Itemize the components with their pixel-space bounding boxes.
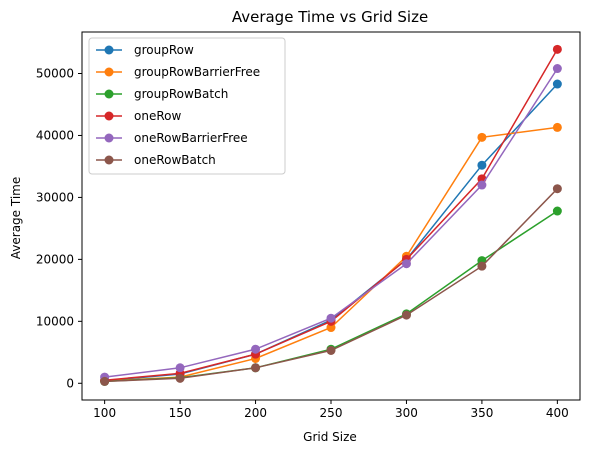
data-point [402,311,411,320]
legend-swatch-marker [105,90,114,99]
y-tick-label: 10000 [36,314,74,328]
data-point [327,314,336,323]
x-axis-label: Grid Size [303,430,357,444]
data-point [477,161,486,170]
data-point [402,259,411,268]
legend: groupRow groupRowBarrierFree groupRowBatch… [89,38,285,174]
series-groupRowBatch [100,207,562,386]
data-point [553,207,562,216]
x-tick-label: 150 [169,406,192,420]
data-point [251,363,260,372]
series-line [105,211,558,381]
x-axis-ticks: 100 150 200 250 300 350 400 [93,400,569,420]
data-point [176,363,185,372]
data-point [553,80,562,89]
data-point [100,377,109,386]
data-point [553,123,562,132]
data-point [477,133,486,142]
y-axis-ticks: 0 10000 20000 30000 40000 50000 [36,67,82,391]
y-tick-label: 40000 [36,128,74,142]
legend-swatch-marker [105,46,114,55]
y-axis-label: Average Time [9,177,23,259]
x-tick-label: 200 [244,406,267,420]
data-point [251,345,260,354]
legend-label: oneRow [134,109,181,123]
chart-title: Average Time vs Grid Size [232,8,428,26]
series-oneRowBatch [100,184,562,386]
legend-swatch-marker [105,156,114,165]
legend-label: groupRowBatch [134,87,228,101]
legend-label: groupRow [134,43,194,57]
legend-label: groupRowBarrierFree [134,65,260,79]
y-tick-label: 30000 [36,190,74,204]
data-point [553,184,562,193]
legend-swatch-marker [105,68,114,77]
data-point [477,181,486,190]
data-point [553,64,562,73]
x-tick-label: 250 [320,406,343,420]
x-tick-label: 300 [395,406,418,420]
legend-swatch-marker [105,112,114,121]
legend-label: oneRowBarrierFree [134,131,248,145]
data-point [327,346,336,355]
data-point [553,45,562,54]
y-tick-label: 20000 [36,252,74,266]
y-tick-label: 50000 [36,67,74,81]
legend-swatch-marker [105,134,114,143]
data-point [477,262,486,271]
x-tick-label: 350 [470,406,493,420]
y-tick-label: 0 [66,376,74,390]
x-tick-label: 100 [93,406,116,420]
x-tick-label: 400 [546,406,569,420]
data-point [176,374,185,383]
legend-label: oneRowBatch [134,153,216,167]
